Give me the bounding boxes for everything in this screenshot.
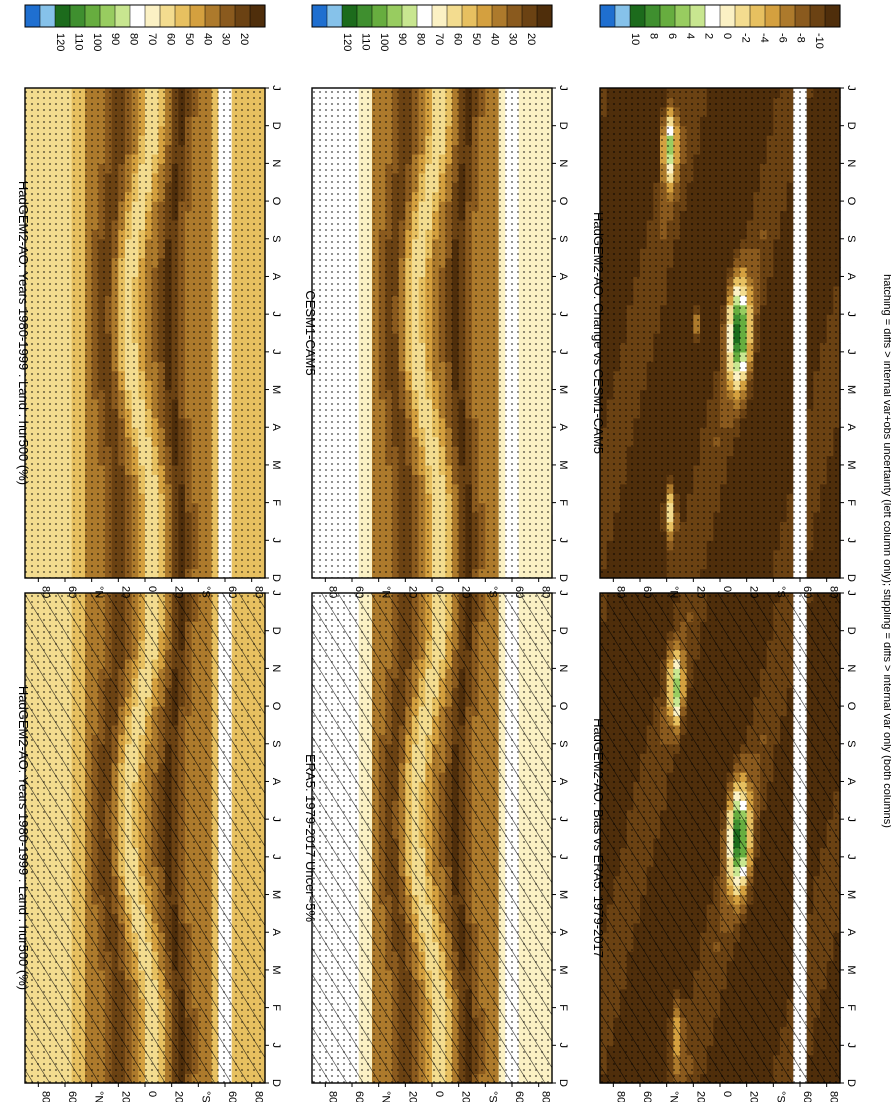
month-tick-label: A	[270, 929, 282, 937]
month-tick-label: J	[270, 311, 282, 317]
colorbar-label: 20	[238, 33, 250, 45]
month-tick-label: S	[270, 740, 282, 747]
panel-model-left: 80 60 °N 20 0 20 °S 60 80 D J F M A M J J A S O N D J HadGEM2-A…	[16, 514, 282, 1102]
month-tick-label: J	[270, 854, 282, 860]
colorbar-swatch	[234, 4, 251, 28]
month-tick-label: D	[270, 122, 282, 130]
month-tick-label: D	[270, 574, 282, 582]
month-tick-label: J	[270, 590, 282, 596]
colorbar-swatch	[144, 4, 161, 28]
colorbar-swatch	[159, 4, 176, 28]
colorbar-swatch	[69, 4, 86, 28]
month-tick-label: O	[270, 197, 282, 206]
lat-tick-label: 60	[226, 586, 238, 598]
colorbar-swatch	[174, 4, 191, 28]
lat-tick-label: 0	[146, 586, 158, 592]
hatch-overlay	[25, 593, 265, 1083]
month-tick-label: J	[270, 349, 282, 355]
lat-tick-label: 0	[146, 1091, 158, 1097]
colorbar-swatch	[219, 4, 236, 28]
lat-tick-label: 80	[39, 1091, 51, 1102]
month-tick-label: N	[270, 664, 282, 672]
lat-tick-label: 60	[66, 1091, 78, 1102]
month-tick-label: N	[270, 159, 282, 167]
colorbar-label: 100	[91, 33, 103, 51]
colorbar-label: 70	[146, 33, 158, 45]
lat-tick-label: 20	[173, 1091, 185, 1102]
colorbar-swatch	[54, 4, 71, 28]
colorbar-label: 60	[165, 33, 177, 45]
month-tick-label: D	[270, 1079, 282, 1087]
month-tick-label: A	[270, 273, 282, 281]
colorbar-label: 30	[220, 33, 232, 45]
month-tick-label: M	[270, 890, 282, 899]
lat-tick-label: °N	[93, 1091, 105, 1102]
month-tick-label: F	[270, 499, 282, 506]
lat-tick-label: 80	[39, 586, 51, 598]
colorbar-swatch	[99, 4, 116, 28]
colorbar: 120 110 100 90 80 70 60 50 40 30 20	[24, 4, 266, 51]
month-tick-label: O	[270, 702, 282, 711]
lat-tick-label: 80	[253, 1091, 265, 1102]
panel-title: HadGEM2-AO: Years 1980-1999 : Land : hur…	[16, 686, 31, 990]
lat-tick-label: 80	[253, 586, 265, 598]
month-tick-label: J	[270, 816, 282, 822]
month-tick-label: S	[270, 235, 282, 242]
colorbar-label: 110	[72, 33, 84, 51]
colorbar-swatch	[39, 4, 56, 28]
colorbar-swatch	[249, 4, 266, 28]
colorbar-label: 80	[128, 33, 140, 45]
lat-tick-label: °S	[199, 1091, 211, 1102]
colorbar-label: 50	[183, 33, 195, 45]
month-tick-label: J	[270, 538, 282, 544]
month-tick-label: J	[270, 1043, 282, 1049]
lat-tick-label: 20	[119, 586, 131, 598]
colorbar-swatch	[24, 4, 41, 28]
month-tick-label: A	[270, 778, 282, 786]
month-tick-label: M	[270, 965, 282, 974]
colorbar-label: 120	[54, 33, 66, 51]
panel-title: HadGEM2-AO: Years 1980-1999 : Land : hur…	[16, 181, 31, 485]
month-tick-label: A	[270, 424, 282, 432]
month-tick-label: D	[270, 627, 282, 635]
month-tick-label: M	[270, 460, 282, 469]
figure-footnote: hatching = diffs > internal var+obs unce…	[881, 274, 891, 828]
month-tick-label: J	[270, 85, 282, 91]
colorbar-swatch	[189, 4, 206, 28]
panel-model-right: 80 60 °N 20 0 20 °S 60 80 D J F M A M J J A S O N D J HadGEM2-A…	[16, 4, 282, 598]
colorbar-label: 90	[109, 33, 121, 45]
month-tick-label: M	[270, 385, 282, 394]
colorbar-swatch	[84, 4, 101, 28]
lat-tick-label: 60	[226, 1091, 238, 1102]
lat-tick-label: °S	[199, 586, 211, 598]
month-tick-label: F	[270, 1004, 282, 1011]
colorbar-label: 40	[201, 33, 213, 45]
stipple-overlay	[25, 88, 265, 578]
lat-tick-label: 20	[173, 586, 185, 598]
colorbar-swatch	[204, 4, 221, 28]
lat-tick-label: 20	[119, 1091, 131, 1102]
colorbar-swatch	[114, 4, 131, 28]
lat-tick-label: °N	[93, 586, 105, 598]
colorbar-swatch	[129, 4, 146, 28]
lat-tick-label: 60	[66, 586, 78, 598]
